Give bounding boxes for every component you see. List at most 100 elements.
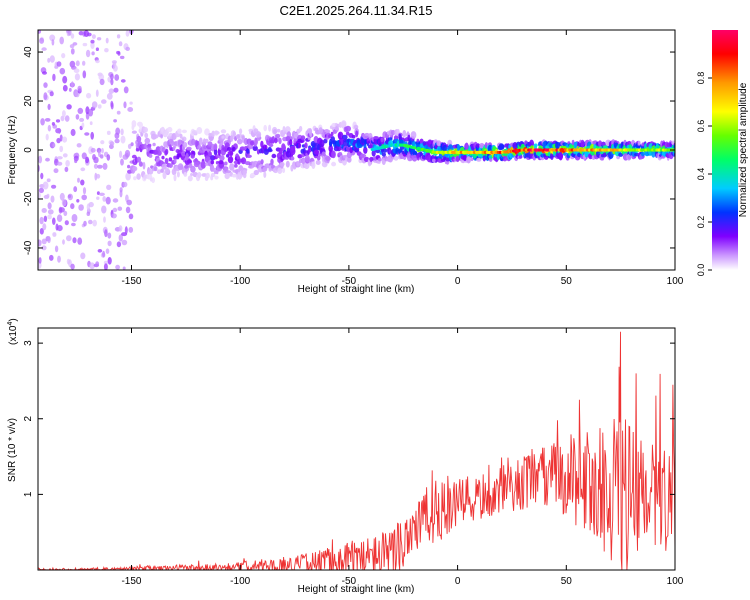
heatmap-cell <box>164 167 170 174</box>
heatmap-cell <box>47 57 51 63</box>
heatmap-cell <box>126 199 132 206</box>
heatmap-cell <box>218 160 224 165</box>
heatmap-cell <box>198 137 203 146</box>
heatmap-cell <box>419 138 424 144</box>
heatmap-cell <box>98 73 105 81</box>
heatmap-cell <box>234 163 238 168</box>
x-tick-label: 100 <box>667 276 684 287</box>
heatmap-cell <box>300 135 306 141</box>
heatmap-cell <box>99 78 105 86</box>
heatmap-cell <box>52 143 56 148</box>
heatmap-cell <box>77 177 80 183</box>
heatmap-cell <box>282 167 286 173</box>
heatmap-cell <box>325 136 330 140</box>
heatmap-cell <box>268 143 274 147</box>
heatmap-cell <box>38 155 43 164</box>
heatmap-cell <box>106 130 111 135</box>
heatmap-cell <box>156 150 162 156</box>
heatmap-cell <box>173 155 178 160</box>
snr-y-multiplier: (x104) <box>7 318 19 345</box>
heatmap-cell <box>161 163 167 170</box>
heatmap-cell <box>59 36 64 45</box>
heatmap-cell <box>56 137 61 144</box>
heatmap-cell <box>213 148 218 156</box>
heatmap-cell <box>106 184 112 190</box>
x-tick-label: 50 <box>561 576 573 587</box>
heatmap-cell <box>290 156 295 161</box>
heatmap-cell <box>600 142 607 146</box>
heatmap-cell <box>184 164 189 169</box>
heatmap-cell <box>342 134 348 140</box>
heatmap-cell <box>47 202 52 210</box>
heatmap-cell <box>232 131 236 138</box>
heatmap-cell <box>580 139 585 148</box>
heatmap-cell <box>430 143 434 150</box>
colorbar-tick-label: 0.6 <box>696 120 706 133</box>
heatmap-cell <box>61 199 67 207</box>
heatmap-cell <box>124 226 128 235</box>
heatmap-cell <box>38 192 41 199</box>
heatmap-cell <box>598 140 602 147</box>
heatmap-cell <box>160 168 164 173</box>
heatmap-cell <box>52 73 56 82</box>
heatmap-cell <box>191 138 196 146</box>
heatmap-cell <box>101 99 107 104</box>
heatmap-cell <box>149 177 153 182</box>
heatmap-cell <box>108 88 115 94</box>
x-tick-label: 0 <box>455 576 461 587</box>
colorbar-label: Normalized spectral amplitude <box>738 82 749 217</box>
spectrogram-x-label: Height of straight line (km) <box>298 284 415 295</box>
heatmap-cell <box>74 73 80 81</box>
heatmap-cell <box>41 47 47 51</box>
heatmap-cell <box>337 131 344 140</box>
heatmap-cell <box>43 215 48 222</box>
heatmap-cell <box>47 209 54 215</box>
heatmap-cell <box>255 131 262 138</box>
heatmap-cell <box>455 155 460 163</box>
heatmap-cell <box>331 161 337 167</box>
heatmap-cell <box>131 130 137 134</box>
heatmap-cell <box>105 248 110 254</box>
snr-multiplier-close: ) <box>8 318 19 321</box>
heatmap-cell <box>273 129 277 135</box>
heatmap-cell <box>96 173 101 179</box>
heatmap-cell <box>190 165 196 173</box>
heatmap-cell <box>304 161 310 170</box>
heatmap-cell <box>65 160 70 167</box>
heatmap-cell <box>56 225 63 232</box>
colorbar-tick-label: 0.2 <box>696 216 706 229</box>
heatmap-cell <box>97 164 103 169</box>
heatmap-cell <box>45 133 49 141</box>
heatmap-cell <box>42 71 47 75</box>
heatmap-cell <box>62 136 68 143</box>
heatmap-cell <box>142 161 146 170</box>
heatmap-cell <box>59 207 65 213</box>
heatmap-cell <box>263 171 267 178</box>
heatmap-cell <box>268 124 272 132</box>
heatmap-cell <box>224 161 228 166</box>
heatmap-cell <box>466 156 471 164</box>
heatmap-cell <box>38 239 42 247</box>
heatmap-cell <box>46 178 51 183</box>
heatmap-cell <box>618 152 624 157</box>
heatmap-cell <box>316 155 321 161</box>
heatmap-cell <box>380 137 384 142</box>
heatmap-cell <box>242 169 247 175</box>
heatmap-cell <box>120 128 124 136</box>
heatmap-cell <box>114 138 120 144</box>
heatmap-cell <box>61 53 66 59</box>
heatmap-cell <box>129 101 133 105</box>
heatmap-cell <box>128 213 134 220</box>
heatmap-cell <box>89 262 95 270</box>
heatmap-cell <box>119 150 123 158</box>
heatmap-cell <box>325 156 331 161</box>
heatmap-cell <box>70 203 75 210</box>
heatmap-cell <box>119 187 123 193</box>
heatmap-cell <box>152 142 156 147</box>
heatmap-cell <box>77 107 84 114</box>
heatmap-cell <box>96 37 102 41</box>
heatmap-cell <box>116 110 121 115</box>
heatmap-cell <box>94 172 98 181</box>
heatmap-cell <box>47 124 52 132</box>
heatmap-cell <box>62 84 68 92</box>
